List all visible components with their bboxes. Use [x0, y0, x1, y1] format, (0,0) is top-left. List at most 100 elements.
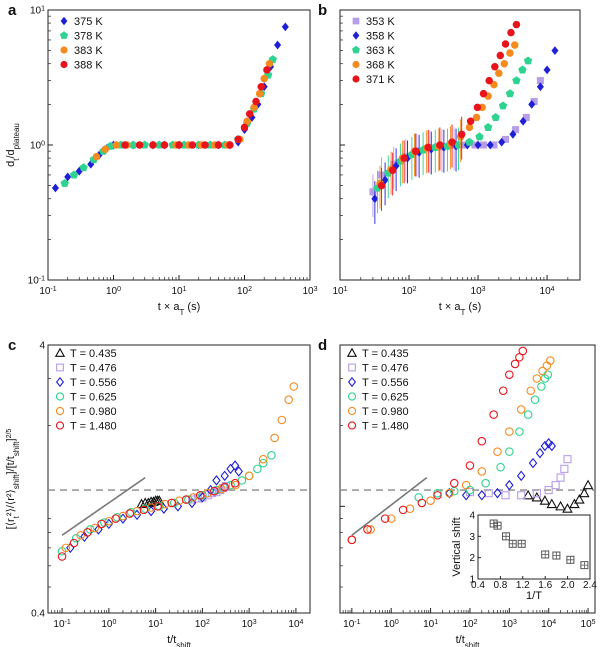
- legend-label: 371 K: [366, 74, 395, 86]
- y-tick-label: 10-1: [28, 275, 45, 287]
- data-point: [530, 395, 540, 404]
- data-point: [175, 141, 183, 149]
- data-point: [551, 481, 560, 490]
- data-point: [187, 495, 197, 504]
- y-tick-label: 101: [30, 5, 45, 17]
- data-point: [484, 489, 493, 498]
- data-point: [253, 464, 262, 474]
- x-tick-label: 1.2: [516, 580, 530, 591]
- x-tick-label: 101: [148, 619, 163, 631]
- legend-label: 388 K: [74, 60, 103, 72]
- data-point: [501, 135, 510, 143]
- data-point: [188, 141, 197, 149]
- data-point: [390, 160, 398, 168]
- legend-label: 353 K: [366, 16, 395, 28]
- data-point: [126, 508, 136, 517]
- x-tick-label: 1.6: [538, 580, 552, 591]
- data-point: [207, 489, 217, 498]
- data-point: [267, 451, 276, 460]
- data-point: [535, 447, 545, 459]
- data-point: [505, 447, 514, 456]
- y-axis-label: [⟨rt²⟩/⟨r²⟩shift]/[t/tshift]2/5: [5, 429, 21, 530]
- data-point: [221, 482, 231, 491]
- data-point: [526, 386, 536, 396]
- x-tick-label: 101: [171, 286, 186, 298]
- data-point: [512, 126, 520, 134]
- data-point: [496, 462, 505, 472]
- data-point: [212, 475, 221, 486]
- data-point: [426, 496, 435, 505]
- data-point: [281, 22, 289, 32]
- data-point: [184, 495, 193, 504]
- legend: 375 K 378 K 383 K 388 K: [60, 16, 103, 72]
- data-point: [398, 505, 408, 515]
- slope-guide-line: [351, 476, 428, 536]
- panel-c: c 10-1 100 101 102 103 104 0.4 4 t/tshift [⟨rt²⟩/⟨…: [5, 337, 311, 647]
- data-point: [516, 470, 526, 482]
- legend-marker: [56, 363, 64, 372]
- panel-label: b: [318, 2, 327, 19]
- data-point: [551, 46, 559, 56]
- legend-marker: [55, 421, 65, 430]
- data-point: [79, 163, 88, 172]
- data-point: [60, 178, 69, 187]
- legend-marker: [60, 46, 68, 54]
- data-point: [274, 40, 282, 50]
- data-point: [258, 458, 268, 468]
- data-point: [92, 152, 101, 161]
- panel-label: d: [318, 337, 327, 354]
- data-point: [198, 490, 207, 500]
- y-tick-label: 4: [469, 511, 475, 522]
- data-point: [560, 464, 569, 473]
- series-371-K: [377, 20, 521, 211]
- legend: T = 0.435 T = 0.476 T = 0.556 T = 0.625 T = …: [54, 347, 117, 433]
- data-point: [496, 51, 505, 60]
- data-point: [510, 359, 520, 369]
- data-point: [83, 528, 92, 537]
- data-point: [57, 552, 67, 561]
- legend-marker: [347, 406, 357, 416]
- panel-b: b 101 102 103 104 t × aT (s) 353 K 358 K 363 K 36…: [318, 2, 581, 317]
- x-tick-label: 104: [288, 619, 303, 631]
- data-point: [481, 478, 490, 488]
- data-point: [477, 436, 487, 446]
- data-point: [80, 531, 89, 543]
- data-point: [465, 461, 475, 470]
- data-point: [248, 113, 256, 122]
- x-tick-label: 102: [237, 286, 252, 298]
- data-point: [436, 141, 444, 149]
- data-point: [64, 172, 72, 182]
- data-point: [498, 137, 506, 147]
- data-point: [580, 561, 589, 570]
- data-point: [234, 466, 244, 477]
- data-point: [530, 97, 538, 106]
- data-point: [505, 427, 514, 436]
- data-point: [252, 97, 260, 106]
- data-point: [490, 141, 498, 149]
- data-point: [518, 346, 528, 356]
- legend-label: T = 1.480: [362, 421, 409, 433]
- x-tick-label: 0.8: [493, 580, 507, 591]
- x-tick-label: 101: [423, 619, 438, 631]
- data-point: [483, 123, 493, 131]
- x-tick-label: 0.4: [471, 580, 485, 591]
- data-point: [498, 386, 508, 396]
- data-point: [485, 76, 493, 85]
- y-axis-label: Vertical shift: [451, 517, 463, 576]
- data-point: [400, 154, 408, 162]
- legend-label: T = 0.625: [362, 392, 409, 404]
- data-point: [532, 374, 542, 383]
- legend-marker: [55, 392, 65, 401]
- data-point: [69, 170, 79, 179]
- x-tick-label: 10-1: [39, 286, 56, 298]
- data-point: [523, 56, 533, 65]
- data-point: [563, 455, 572, 464]
- data-point: [544, 486, 553, 495]
- legend: 353 K 358 K 363 K 368 K 371 K: [352, 16, 395, 86]
- data-point: [538, 366, 547, 376]
- data-point: [169, 498, 179, 508]
- data-point: [245, 110, 254, 118]
- legend-marker: [55, 406, 65, 416]
- legend-label: T = 0.435: [70, 348, 117, 360]
- data-point: [465, 137, 474, 146]
